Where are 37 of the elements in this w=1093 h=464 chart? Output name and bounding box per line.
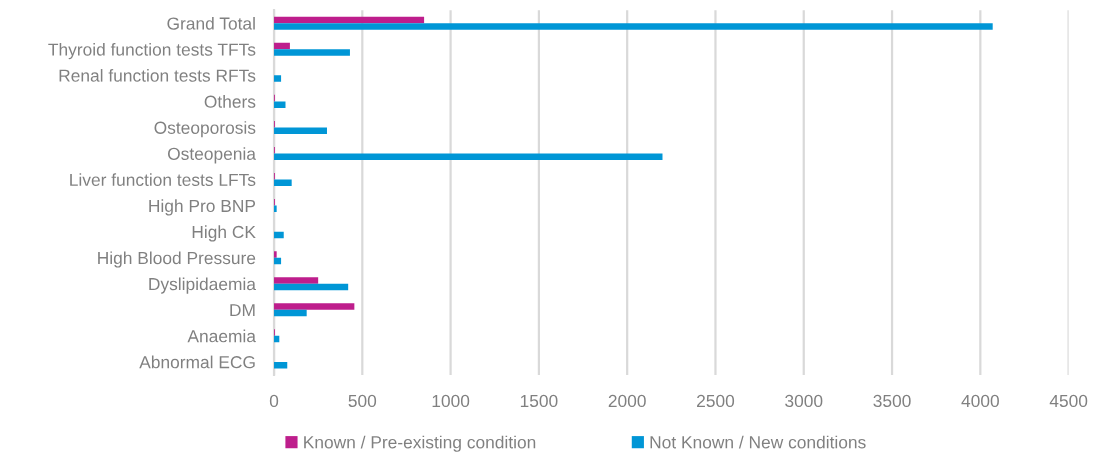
bar: [274, 277, 319, 284]
x-tick-label: 4500: [1049, 394, 1088, 408]
y-tick-label: Liver function tests LFTs: [70, 173, 256, 186]
x-tick-label: 0: [269, 394, 279, 408]
y-tick-label: Anaemia: [187, 329, 256, 343]
bar: [274, 16, 425, 24]
bar: [274, 309, 307, 317]
y-tick-label: High CK: [192, 225, 256, 242]
x-tick-label: 4000: [961, 394, 999, 408]
x-tick-label: 3500: [873, 394, 911, 408]
y-tick-label: High Blood Pressure: [98, 251, 256, 268]
y-tick-label: Abnormal ECG: [139, 355, 255, 369]
x-tick-label: 500: [348, 394, 377, 408]
bar: [274, 283, 349, 291]
bar: [274, 49, 350, 56]
y-tick-label: Osteoporosis: [154, 121, 256, 138]
y-tick-label: Grand Total: [167, 16, 255, 30]
bar: [274, 127, 327, 134]
bar: [274, 75, 282, 82]
x-tick-label: 3000: [785, 394, 823, 408]
y-tick-label: Dyslipidaemia: [149, 277, 256, 294]
x-tick-label: 1000: [432, 394, 470, 408]
y-tick-label: High Pro BNP: [149, 199, 256, 216]
bar: [274, 23, 993, 30]
x-tick-label: 2500: [697, 394, 735, 408]
bar: [274, 303, 355, 310]
legend-label: Known / Pre-existing condition: [304, 435, 536, 452]
y-tick-label: DM: [230, 304, 255, 317]
x-tick-label: 1500: [520, 394, 558, 408]
y-tick-label: Osteopenia: [167, 147, 256, 164]
legend-label: Not Known / New conditions: [650, 435, 866, 449]
y-tick-label: Renal function tests RFTs: [59, 69, 256, 82]
bar: [274, 153, 663, 160]
y-tick-label: Thyroid function tests TFTs: [48, 42, 256, 60]
bar: [274, 101, 286, 108]
x-tick-label: 2000: [608, 394, 646, 408]
y-tick-label: Others: [204, 95, 256, 108]
